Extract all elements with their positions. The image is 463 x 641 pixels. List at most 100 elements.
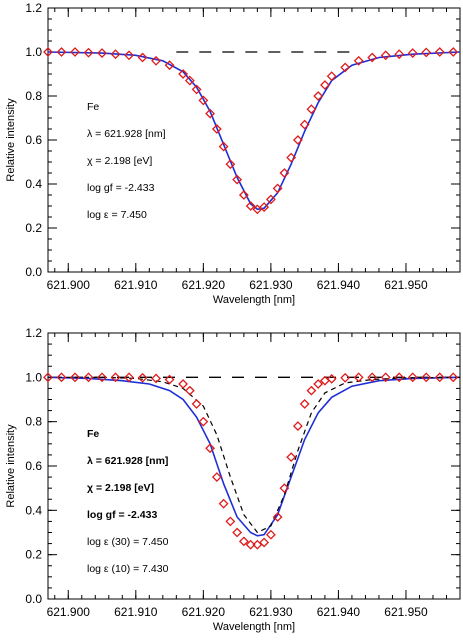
- observed-point: [340, 62, 351, 73]
- observed-point: [164, 60, 175, 71]
- observed-point: [225, 159, 236, 170]
- annotation-text: log ε = 7.450: [87, 209, 147, 221]
- observed-point: [434, 47, 445, 57]
- observed-point: [326, 373, 337, 384]
- annotation-text: λ = 621.928 [nm]: [87, 128, 166, 140]
- observed-point: [110, 372, 121, 383]
- y-axis-label: Relative intensity: [5, 424, 17, 508]
- observed-point: [211, 124, 222, 134]
- x-tick-label: 621.930: [249, 605, 293, 619]
- chart-panel-1: 0.0 0.2 0.4 0.6 0.8 1.0 1.2 621.900 621.910 621.9…: [5, 1, 461, 306]
- model-profile-dashed-line: [48, 376, 461, 534]
- observed-point: [70, 372, 80, 383]
- observed-point: [313, 379, 324, 389]
- observed-point: [137, 372, 148, 383]
- y-tick-label: 1.0: [25, 45, 42, 59]
- observed-point: [83, 47, 94, 58]
- y-tick-label: 0.6: [25, 459, 42, 473]
- x-tick-label: 621.900: [47, 278, 91, 292]
- observed-point: [211, 472, 222, 483]
- observed-point: [218, 141, 229, 152]
- observed-point: [191, 84, 202, 95]
- observed-point: [97, 372, 107, 383]
- x-tick-label: 621.900: [47, 605, 91, 619]
- observed-point: [407, 48, 418, 59]
- observed-point: [151, 55, 161, 66]
- observed-point: [83, 372, 94, 383]
- x-tick-label: 621.940: [317, 605, 361, 619]
- observed-point: [326, 71, 337, 82]
- observed-point: [265, 194, 276, 205]
- observed-point: [448, 372, 459, 383]
- observed-point: [394, 372, 405, 383]
- observed-point: [43, 47, 53, 57]
- observed-point: [232, 527, 243, 538]
- observed-point: [184, 75, 195, 86]
- observed-point: [245, 201, 256, 211]
- x-axis-label: Wavelength [nm]: [213, 621, 295, 633]
- observed-point: [56, 372, 67, 383]
- observed-point: [259, 537, 270, 548]
- y-tick-label: 0.0: [25, 265, 42, 279]
- observed-point: [205, 443, 216, 454]
- observed-point: [265, 529, 276, 540]
- y-tick-label: 0.4: [25, 177, 42, 191]
- observed-point: [56, 47, 67, 57]
- y-tick-label: 1.2: [25, 1, 42, 15]
- observed-point: [191, 399, 202, 409]
- observed-point: [380, 50, 391, 61]
- observed-point: [184, 385, 195, 396]
- y-tick-label: 0.4: [25, 503, 42, 517]
- observed-point: [43, 372, 53, 383]
- observed-point: [279, 168, 290, 178]
- observed-point: [164, 374, 175, 385]
- x-tick-label: 621.910: [114, 605, 158, 619]
- observed-point: [97, 48, 107, 59]
- annotation-text: χ = 2.198 [eV]: [87, 155, 152, 167]
- y-tick-label: 0.8: [25, 415, 42, 429]
- y-tick-label: 0.2: [25, 221, 42, 235]
- observed-point: [252, 204, 263, 215]
- observed-point: [232, 174, 243, 185]
- observed-point: [292, 135, 303, 145]
- observed-point: [124, 372, 134, 383]
- observed-point: [70, 47, 80, 57]
- observed-point: [198, 416, 209, 427]
- observed-point: [279, 483, 290, 494]
- x-tick-label: 621.930: [249, 278, 293, 292]
- annotation-text: log gf = -2.433: [87, 182, 155, 194]
- observed-point: [394, 49, 405, 60]
- observed-point: [448, 47, 459, 57]
- observed-point: [319, 80, 330, 90]
- y-tick-label: 0.6: [25, 133, 42, 147]
- y-tick-label: 0.0: [25, 592, 42, 606]
- observed-point: [178, 69, 189, 79]
- observed-point: [380, 372, 391, 383]
- observed-point: [198, 95, 209, 106]
- observed-point: [353, 372, 364, 383]
- observed-point: [367, 52, 378, 63]
- observed-point: [205, 108, 216, 119]
- observed-point: [286, 152, 297, 163]
- observed-point: [421, 372, 432, 383]
- observed-point: [272, 512, 283, 522]
- observed-point: [178, 379, 189, 389]
- observed-point: [272, 183, 283, 194]
- observed-point: [340, 372, 351, 383]
- observed-point: [124, 50, 134, 61]
- x-tick-label: 621.920: [182, 278, 226, 292]
- x-tick-label: 621.910: [114, 278, 158, 292]
- x-tick-label: 621.950: [384, 605, 428, 619]
- y-tick-label: 1.0: [25, 370, 42, 384]
- observed-point: [225, 516, 236, 527]
- annotation-text: Fe: [87, 428, 99, 440]
- observed-point: [252, 539, 263, 550]
- x-axis-label: Wavelength [nm]: [213, 294, 295, 306]
- chart-panel-2: 0.0 0.2 0.4 0.6 0.8 1.0 1.2 621.900 621.910 621.9…: [5, 326, 461, 633]
- observed-point: [238, 190, 249, 200]
- observed-point: [299, 119, 310, 130]
- observed-point: [292, 421, 303, 432]
- observed-point: [151, 373, 161, 384]
- observed-point: [367, 372, 378, 383]
